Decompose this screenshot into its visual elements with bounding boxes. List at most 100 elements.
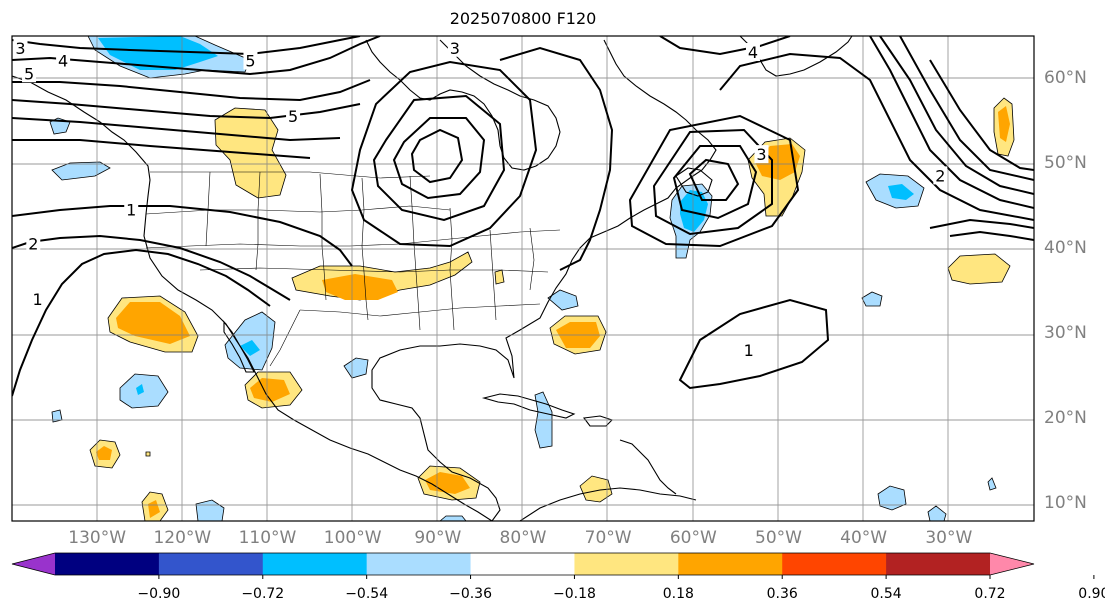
contour-low-greatlakes-2 (392, 117, 486, 200)
contour-label: 5 (288, 107, 298, 126)
contour-label: 3 (15, 39, 25, 58)
contour-ne-4 (899, 36, 1034, 181)
blob-yellow-sm (494, 269, 505, 285)
colorbar-tick-label: 0.90 (1078, 586, 1105, 602)
blob-orange-e1 (998, 106, 1010, 142)
contour-label: 4 (748, 43, 758, 62)
contour-nw-3 (12, 79, 371, 102)
blob-cyan-mex (240, 340, 260, 356)
lon-label: 50°W (755, 528, 802, 548)
contour-labels: 4 5 5 5 1 2 1 3 1 2 3 4 3 (13, 38, 948, 360)
colorbar-outline (11, 552, 1035, 576)
contour-label-bg (741, 340, 756, 359)
contour-label: 1 (32, 290, 42, 309)
contour-label-bg (286, 106, 301, 125)
blob-blue-camer (439, 515, 467, 521)
contour-label: 5 (245, 52, 255, 71)
colorbar-tick-label: 0.72 (974, 586, 1006, 602)
colorbar-tick-label: 0.54 (870, 586, 902, 602)
contour-label-bg (754, 145, 769, 164)
contour-2-west (12, 234, 291, 301)
contour-nw-1 (12, 36, 361, 56)
contour-ne-3 (879, 36, 1034, 195)
contour-ne-6 (949, 230, 1034, 241)
contour-nw-2 (12, 36, 381, 76)
blob-orange-pac3 (148, 500, 160, 518)
colorbar-tick-label: 0.36 (766, 586, 798, 602)
colorbar (11, 552, 1095, 579)
contour-label-bg (13, 38, 28, 57)
blob-blue-carolina (547, 289, 579, 311)
lat-label: 10°N (1044, 492, 1087, 513)
blob-blue-w2 (51, 161, 111, 181)
colorbar-segment (678, 553, 783, 575)
blob-blue-e2 (861, 291, 883, 307)
blob-yellow-carib (579, 475, 613, 503)
contour-low-nf-1 (688, 158, 740, 201)
contour-ne-5 (929, 59, 1034, 171)
blob-orange-pac2 (96, 446, 112, 460)
coast-hispaniola (582, 415, 614, 427)
colorbar-tick-label: −0.54 (345, 586, 389, 602)
coast-newfoundland (675, 167, 713, 197)
colorbar-segment (158, 553, 264, 575)
lon-label: 110°W (238, 528, 297, 548)
contour-label: 4 (58, 52, 68, 71)
contour-label-bg (30, 289, 45, 308)
contour-label-bg (243, 51, 258, 70)
contour-low-greatlakes-4 (350, 60, 538, 248)
lon-label: 30°W (925, 528, 973, 548)
contour-nw-4 (12, 99, 361, 120)
map-title: 2025070800 F120 (449, 9, 597, 28)
colorbar-segment (262, 553, 368, 575)
blob-cyan-pac1 (136, 384, 144, 395)
contour-label: 3 (756, 145, 766, 164)
blob-blue-e3 (877, 485, 907, 511)
colorbar-segment (782, 553, 887, 575)
blob-blue-e4 (927, 505, 947, 521)
lat-label: 50°N (1044, 152, 1087, 173)
contour-1-west (12, 205, 353, 267)
blob-orange-pac (116, 302, 190, 344)
lat-label: 20°N (1044, 407, 1087, 428)
blob-cyan-north (98, 36, 218, 70)
coast-islands-carib (619, 439, 677, 495)
contour-ne-7 (929, 218, 1034, 229)
contour-label: 3 (450, 39, 460, 58)
blob-yellow-e2 (947, 253, 1011, 285)
contour-label: 2 (28, 234, 38, 253)
lon-label: 90°W (414, 528, 462, 548)
contour-ne-1 (719, 52, 1034, 221)
contour-label: 1 (126, 200, 136, 219)
map-frame (11, 35, 1035, 522)
lon-label: 80°W (499, 528, 547, 548)
contour-north-top (659, 36, 791, 56)
colorbar-extend-high (990, 553, 1034, 575)
colorbar-segment (886, 553, 991, 575)
colorbar-tick-label: 0.18 (662, 586, 694, 602)
contour-label: 5 (24, 64, 34, 83)
lon-label: 70°W (584, 528, 632, 548)
colorbar-segment (366, 553, 472, 575)
contour-low-greatlakes-3 (372, 94, 506, 222)
blob-yellow-dot (145, 451, 151, 457)
colorbar-segment (55, 553, 160, 575)
blob-cyan-e1 (888, 184, 914, 200)
contour-label-bg (745, 43, 760, 62)
colorbar-segment (574, 553, 679, 575)
contour-low-nf-4 (628, 114, 800, 248)
blob-orange-mex (250, 378, 290, 402)
colorbar-segment (470, 553, 575, 575)
coast-hudson (365, 39, 561, 171)
colorbar-tick-label: −0.90 (137, 586, 181, 602)
colorbar-extend-low (12, 553, 55, 575)
contour-1-sw (12, 248, 271, 397)
colorbar-tick-label: −0.18 (552, 586, 596, 602)
lon-label: 60°W (669, 528, 717, 548)
contour-low-nf-3 (652, 128, 773, 236)
blob-blue-e5 (987, 477, 997, 491)
contour-nw-6 (12, 139, 311, 159)
contour-nw-5 (12, 117, 341, 142)
contour-low-greatlakes-1 (410, 128, 464, 184)
contour-label: 2 (935, 166, 945, 185)
